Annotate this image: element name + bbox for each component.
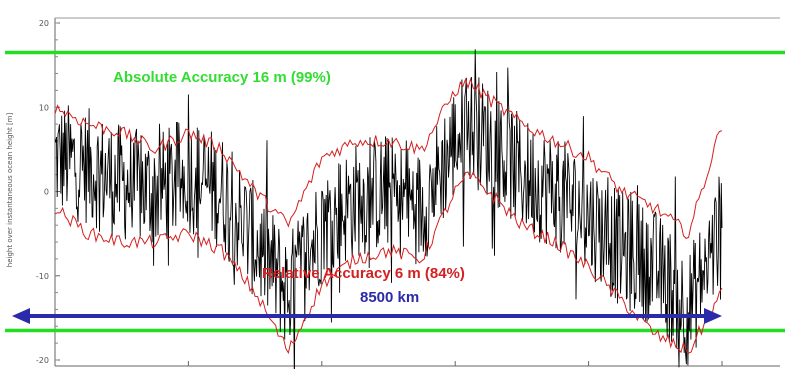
y-axis-label: height over instantaneous ocean height [… <box>6 113 14 268</box>
y-tick-label: -10 <box>36 272 49 281</box>
chart-series <box>54 49 723 369</box>
tick-labels: -20 -10 0 10 20 <box>36 19 49 365</box>
arrow-head-left <box>12 308 30 324</box>
lower-envelope-series <box>54 170 723 355</box>
y-tick-label: 20 <box>39 19 49 28</box>
upper-envelope-series <box>54 77 723 239</box>
y-tick-label: -20 <box>36 356 49 365</box>
distance-arrow <box>12 308 722 324</box>
y-tick-label: 10 <box>39 103 49 112</box>
relative-accuracy-label: Relative Accuracy 6 m (84%) <box>262 265 465 282</box>
distance-label: 8500 km <box>360 289 419 306</box>
arrow-head-right <box>704 308 722 324</box>
y-tick-label: 0 <box>44 188 49 197</box>
height-error-series <box>54 49 723 369</box>
chart-axes <box>54 17 780 367</box>
absolute-accuracy-label: Absolute Accuracy 16 m (99%) <box>113 69 331 86</box>
reference-lines <box>5 50 785 333</box>
